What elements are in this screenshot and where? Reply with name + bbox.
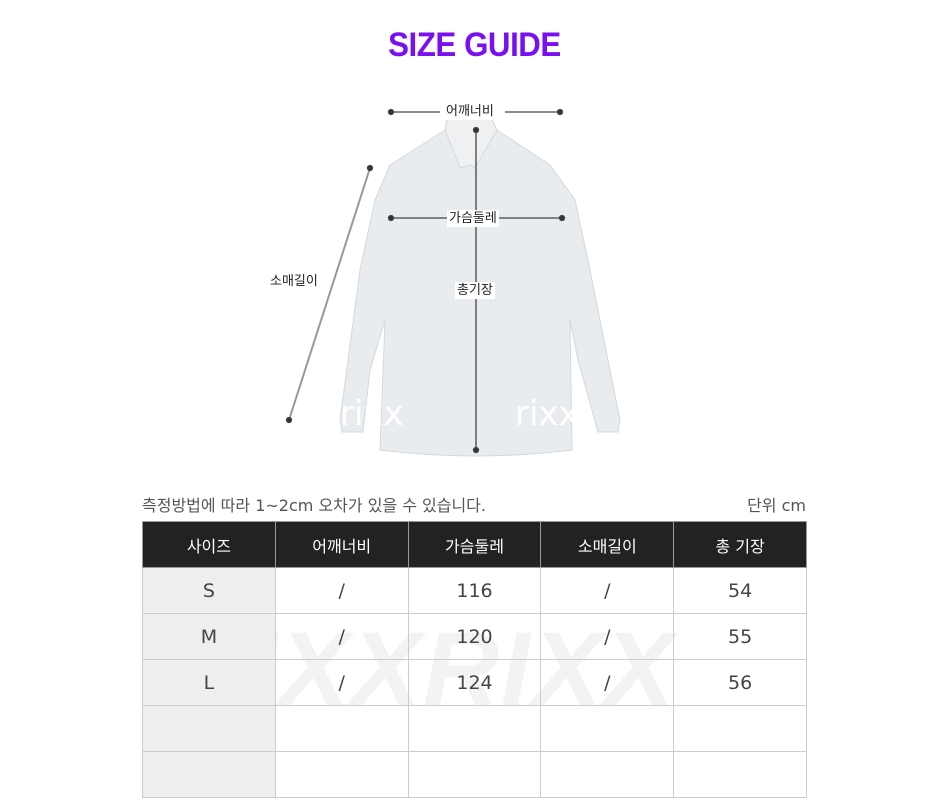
shoulder-label: 어깨너비 [444, 103, 496, 120]
unit-label: 단위 cm [747, 496, 806, 515]
cell-sleeve [540, 705, 675, 752]
cell-shoulder [274, 705, 409, 752]
cell-chest: 124 [407, 659, 542, 706]
cell-sleeve [540, 751, 675, 798]
cell-size: L [142, 659, 276, 706]
cell-length [673, 751, 807, 798]
table-row: M/120/55 [142, 613, 807, 660]
cell-length [673, 705, 807, 752]
cell-length: 55 [673, 613, 807, 660]
table-row [142, 751, 807, 798]
cell-size: M [142, 613, 276, 660]
cell-chest [407, 751, 542, 798]
header-size: 사이즈 [142, 521, 276, 568]
cell-length: 54 [673, 567, 807, 614]
cell-sleeve: / [540, 567, 675, 614]
page-title: SIZE GUIDE [388, 26, 561, 64]
cell-size: S [142, 567, 276, 614]
table-header-row: 사이즈 어깨너비 가슴둘레 소매길이 총 기장 [142, 521, 807, 568]
cell-size [142, 705, 276, 752]
chest-label: 가슴둘레 [447, 210, 499, 227]
cell-length: 56 [673, 659, 807, 706]
cell-shoulder: / [274, 659, 409, 706]
size-table: 사이즈 어깨너비 가슴둘레 소매길이 총 기장 S/116/54 M/120/55… [142, 521, 807, 798]
cell-chest: 120 [407, 613, 542, 660]
cell-chest [407, 705, 542, 752]
watermark-right: rixx [515, 394, 579, 434]
header-sleeve: 소매길이 [540, 521, 675, 568]
cell-sleeve: / [540, 659, 675, 706]
header-chest: 가슴둘레 [407, 521, 542, 568]
cell-sleeve: / [540, 613, 675, 660]
cell-shoulder: / [274, 613, 409, 660]
length-label: 총기장 [455, 282, 495, 299]
measurement-note: 측정방법에 따라 1~2cm 오차가 있을 수 있습니다. [142, 496, 486, 515]
watermark-left: rixx [340, 394, 404, 434]
table-row [142, 705, 807, 752]
header-length: 총 기장 [673, 521, 807, 568]
header-shoulder: 어깨너비 [274, 521, 409, 568]
sleeve-line [288, 167, 371, 421]
cell-chest: 116 [407, 567, 542, 614]
sleeve-label: 소매길이 [268, 273, 320, 290]
table-row: S/116/54 [142, 567, 807, 614]
table-row: L/124/56 [142, 659, 807, 706]
cell-shoulder [274, 751, 409, 798]
cell-size [142, 751, 276, 798]
cell-shoulder: / [274, 567, 409, 614]
